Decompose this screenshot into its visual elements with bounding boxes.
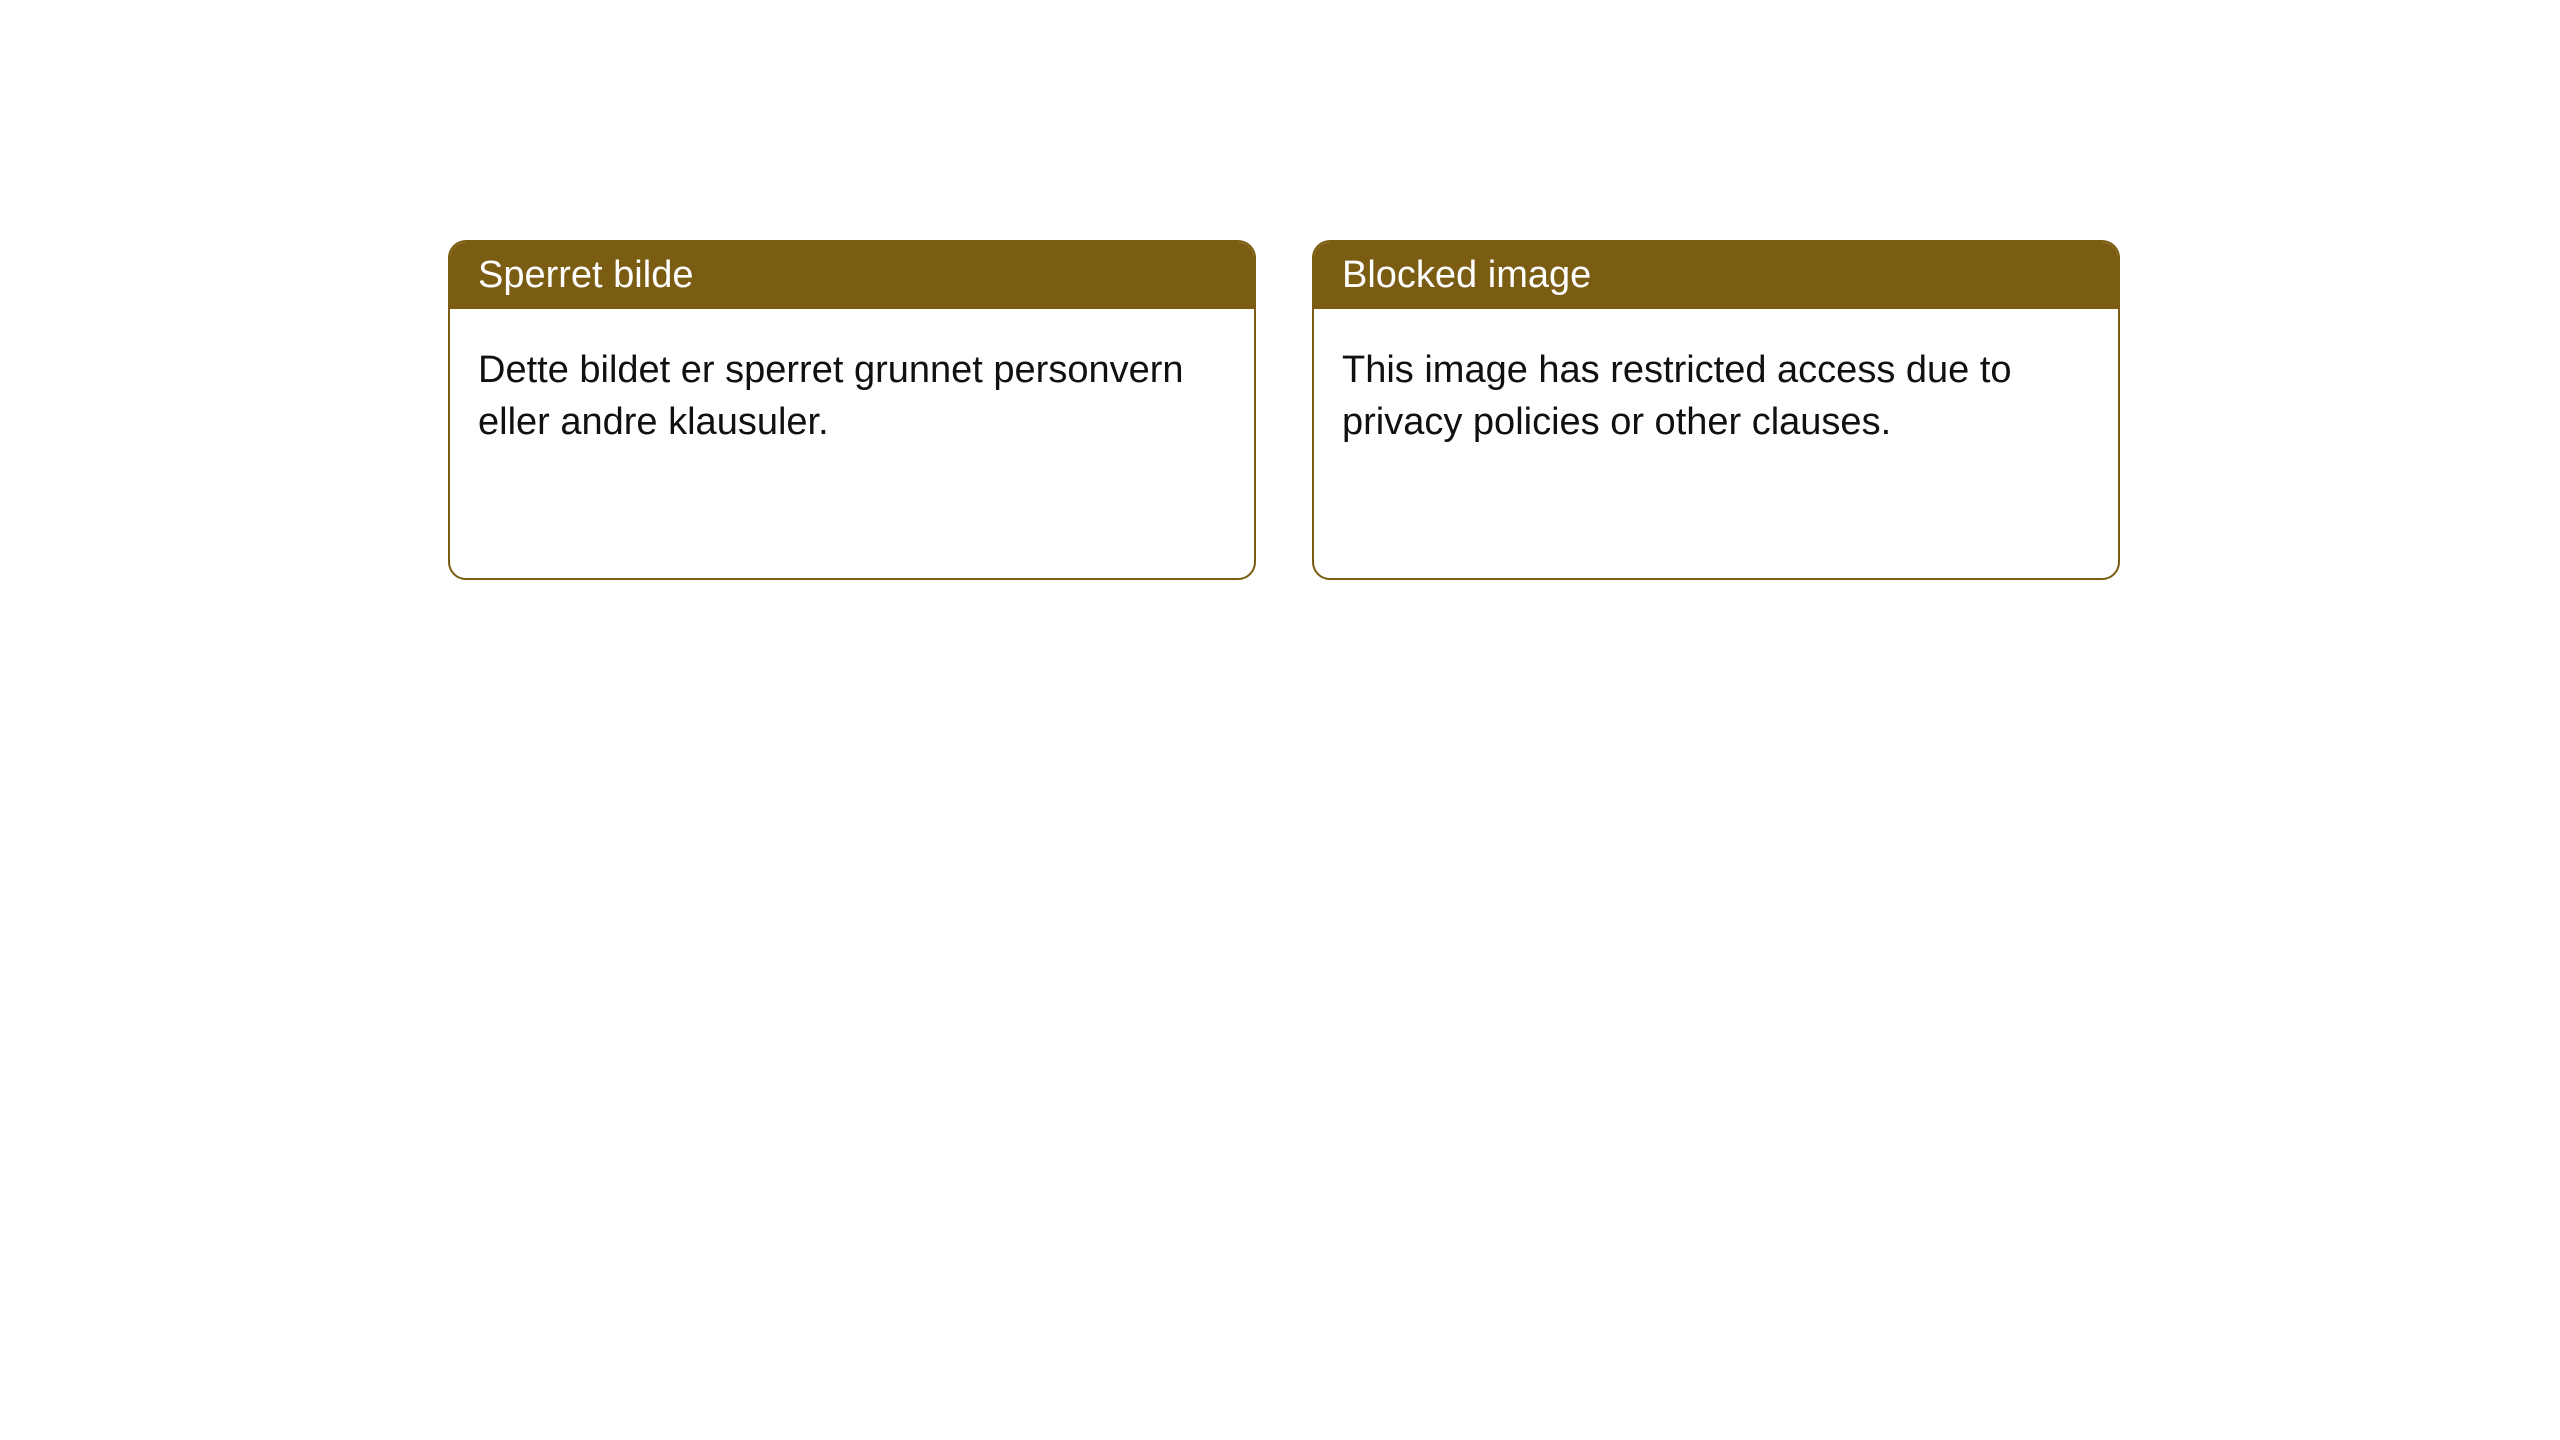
card-header-no: Sperret bilde	[450, 242, 1254, 309]
card-header-en: Blocked image	[1314, 242, 2118, 309]
blocked-image-card-no: Sperret bilde Dette bildet er sperret gr…	[448, 240, 1256, 580]
blocked-image-notices: Sperret bilde Dette bildet er sperret gr…	[448, 240, 2560, 580]
card-body-text-no: Dette bildet er sperret grunnet personve…	[478, 349, 1184, 443]
blocked-image-card-en: Blocked image This image has restricted …	[1312, 240, 2120, 580]
card-title-en: Blocked image	[1342, 254, 1591, 296]
card-body-no: Dette bildet er sperret grunnet personve…	[450, 309, 1254, 484]
card-body-en: This image has restricted access due to …	[1314, 309, 2118, 484]
card-title-no: Sperret bilde	[478, 254, 693, 296]
card-body-text-en: This image has restricted access due to …	[1342, 349, 2012, 443]
